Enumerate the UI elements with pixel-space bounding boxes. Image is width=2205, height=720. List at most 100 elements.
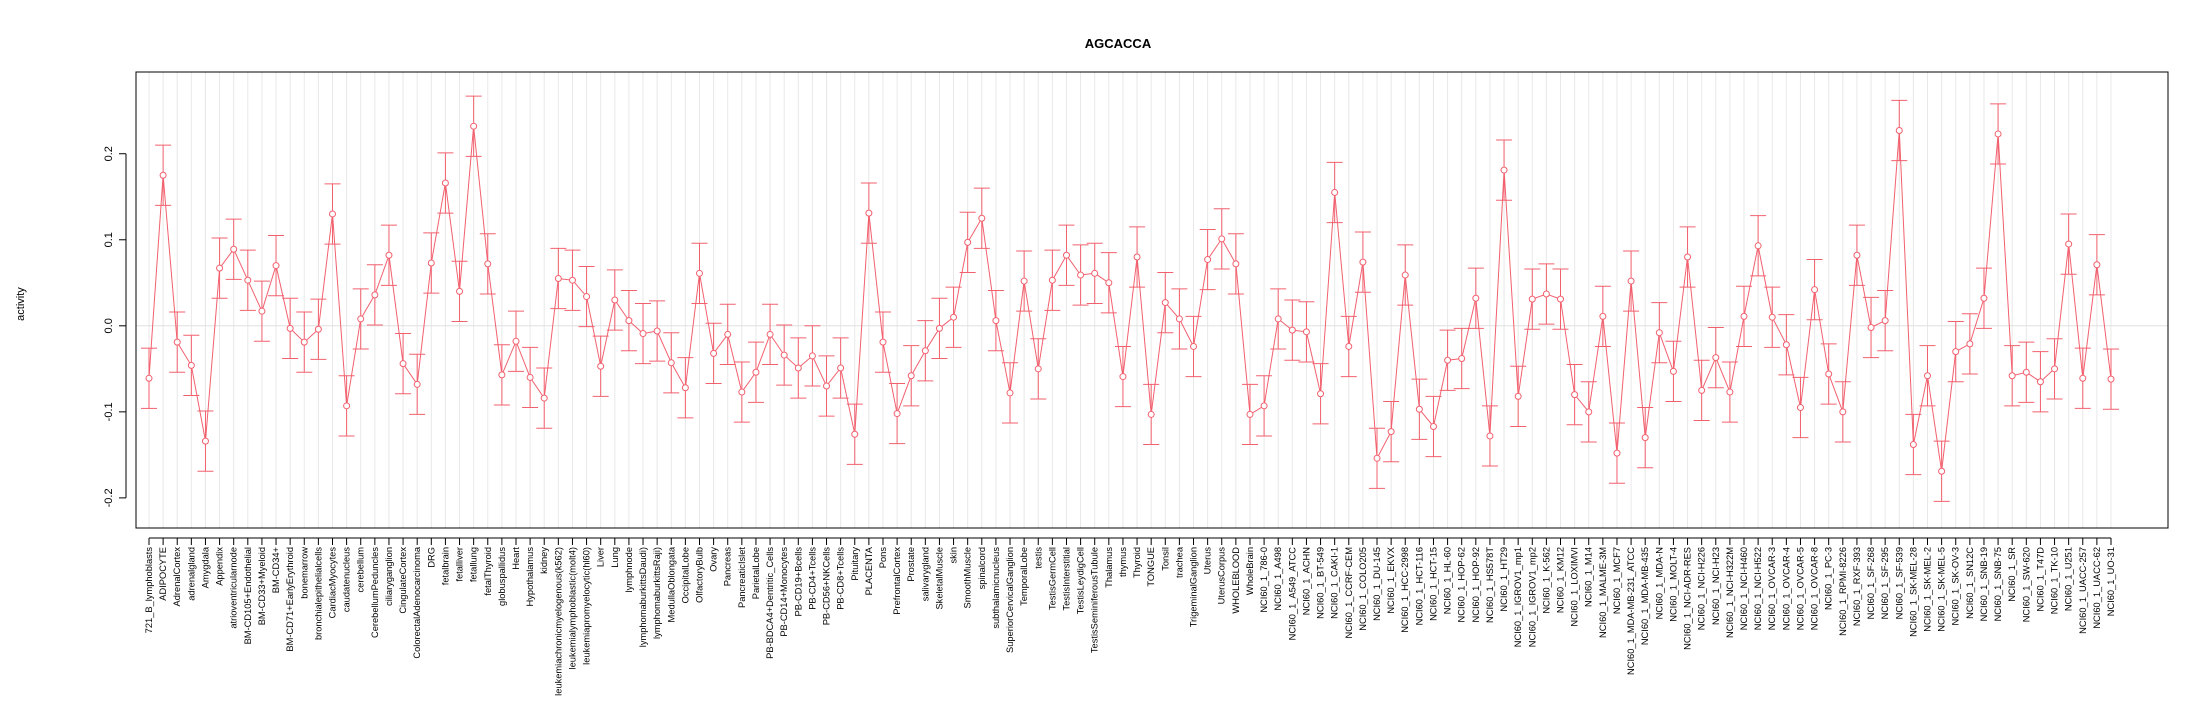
data-point	[1825, 370, 1833, 378]
x-tick-label: UterusCorpus	[1217, 547, 1227, 605]
data-point	[1796, 404, 1804, 412]
series-layer	[141, 95, 2119, 502]
x-tick-label: ADIPOCYTE	[158, 547, 168, 601]
x-tick-label: NCI60_1_SN12C	[1965, 547, 1975, 619]
x-tick-label: NCI60_1_SK-MEL-5	[1937, 547, 1947, 632]
data-point	[230, 245, 238, 253]
x-tick-label: ColorectalAdenocarcinoma	[412, 546, 422, 658]
data-point	[371, 291, 379, 299]
data-point	[1613, 449, 1621, 457]
data-point	[1655, 329, 1663, 337]
x-tick-label: Pons	[878, 547, 888, 569]
x-tick-label: NCI60_1_HOP-62	[1457, 547, 1467, 622]
data-point	[1881, 317, 1889, 325]
data-point	[1853, 251, 1861, 259]
data-point	[1147, 410, 1155, 418]
data-point	[286, 324, 294, 332]
data-point	[427, 259, 435, 267]
data-point	[201, 437, 209, 445]
x-tick-label: Thalamus	[1104, 547, 1114, 588]
data-point	[1599, 312, 1607, 320]
chart-title: AGCACCA	[1085, 36, 1152, 51]
data-point	[2022, 368, 2030, 376]
x-tick-label: lymphomaburkittsDaudi)	[638, 547, 648, 647]
data-point	[187, 361, 195, 369]
x-tick-label: NCI60_1_UO-31	[2106, 547, 2116, 616]
x-tick-label: SmoothMuscle	[963, 547, 973, 609]
x-tick-label: ciliaryganglion	[384, 547, 394, 606]
series-line	[148, 126, 2112, 472]
x-tick-label: NCI60_1_SR	[2007, 547, 2017, 602]
x-tick-label: Ovary	[709, 547, 719, 572]
data-point	[1571, 391, 1579, 399]
data-point	[1768, 313, 1776, 321]
data-point	[484, 260, 492, 268]
x-tick-label: PancreaticIslet	[737, 547, 747, 608]
x-tick-label: bronchialepithelialcells	[313, 547, 323, 640]
data-point	[1020, 277, 1028, 285]
data-point	[1048, 276, 1056, 284]
x-tick-label: NCI60_1_SNB-75	[1993, 547, 2003, 621]
data-point	[1811, 286, 1819, 294]
data-point	[1669, 367, 1677, 375]
x-tick-label: leukemiapromyelocytic(hl60)	[582, 547, 592, 665]
data-point	[1034, 365, 1042, 373]
data-point	[1387, 428, 1395, 436]
data-point	[145, 374, 153, 382]
x-tick-label: NCI60_1_TK-10	[2050, 547, 2060, 614]
x-tick-label: NCI60_1_CCRF-CEM	[1344, 547, 1354, 638]
x-tick-label: Heart	[511, 547, 521, 570]
data-point	[780, 351, 788, 359]
data-point	[921, 347, 929, 355]
x-tick-label: fetalliver	[455, 547, 465, 582]
x-tick-label: NCI60_1_HCC-2998	[1400, 547, 1410, 633]
x-tick-label: NCI60_1_MDA-MB-435	[1640, 547, 1650, 645]
x-tick-label: adrenalgland	[186, 547, 196, 601]
x-tick-label: NCI60_1_EKVX	[1386, 547, 1396, 614]
data-point	[216, 264, 224, 272]
data-point	[1627, 277, 1635, 285]
data-point	[1557, 295, 1565, 303]
data-point	[1980, 294, 1988, 302]
data-point	[258, 307, 266, 315]
data-point	[1895, 127, 1903, 135]
x-tick-label: NCI60_1_SK-MEL-2	[1923, 547, 1933, 632]
y-axis-label: activity	[15, 287, 27, 321]
x-tick-label: SuperiorCervicalGanglion	[1005, 547, 1015, 653]
data-point	[385, 251, 393, 259]
x-tick-label: PrefrontalCortex	[892, 547, 902, 615]
data-point	[1782, 341, 1790, 349]
x-tick-label: TrigeminalGanglion	[1189, 547, 1199, 627]
x-tick-label: lymphomaburkittsRaji)	[652, 547, 662, 639]
x-tick-label: WholeBrain	[1245, 547, 1255, 595]
x-tick-label: NCI60_1_PC-3	[1824, 547, 1834, 610]
x-tick-label: BM-CD71+EarlyErythroid	[285, 547, 295, 652]
data-point	[2079, 374, 2087, 382]
x-tick-label: NCI60_1_MCF7	[1612, 547, 1622, 614]
data-point	[2093, 261, 2101, 269]
data-point	[554, 274, 562, 282]
x-tick-label: NCI60_1_HCT-116	[1414, 547, 1424, 625]
x-tick-label: kidney	[539, 547, 549, 574]
x-tick-label: NCI60_1_T47D	[2035, 547, 2045, 612]
x-tick-label: NCI60_1_BT-549	[1316, 547, 1326, 619]
data-point	[1585, 408, 1593, 416]
data-point	[1359, 258, 1367, 266]
data-point	[173, 338, 181, 346]
x-tick-label: NCI60_1_CAKI-1	[1330, 547, 1340, 619]
x-tick-label: TestisInterstitial	[1062, 547, 1072, 611]
data-point	[1288, 326, 1296, 334]
data-point	[1317, 390, 1325, 398]
x-tick-label: TONGUE	[1146, 547, 1156, 587]
data-point	[413, 380, 421, 388]
x-tick-label: NCI60_1_SF-268	[1866, 547, 1876, 619]
x-tick-label: globuspallidus	[497, 547, 507, 606]
data-point	[653, 327, 661, 335]
x-tick-label: NCI60_1_SK-MEL-28	[1908, 547, 1918, 637]
x-tick-label: PB-CD8+Tcells	[836, 547, 846, 610]
data-point	[1500, 166, 1508, 174]
data-point	[1740, 312, 1748, 320]
data-point	[1472, 294, 1480, 302]
x-tick-label: NCI60_1_SK-OV-3	[1951, 547, 1961, 626]
